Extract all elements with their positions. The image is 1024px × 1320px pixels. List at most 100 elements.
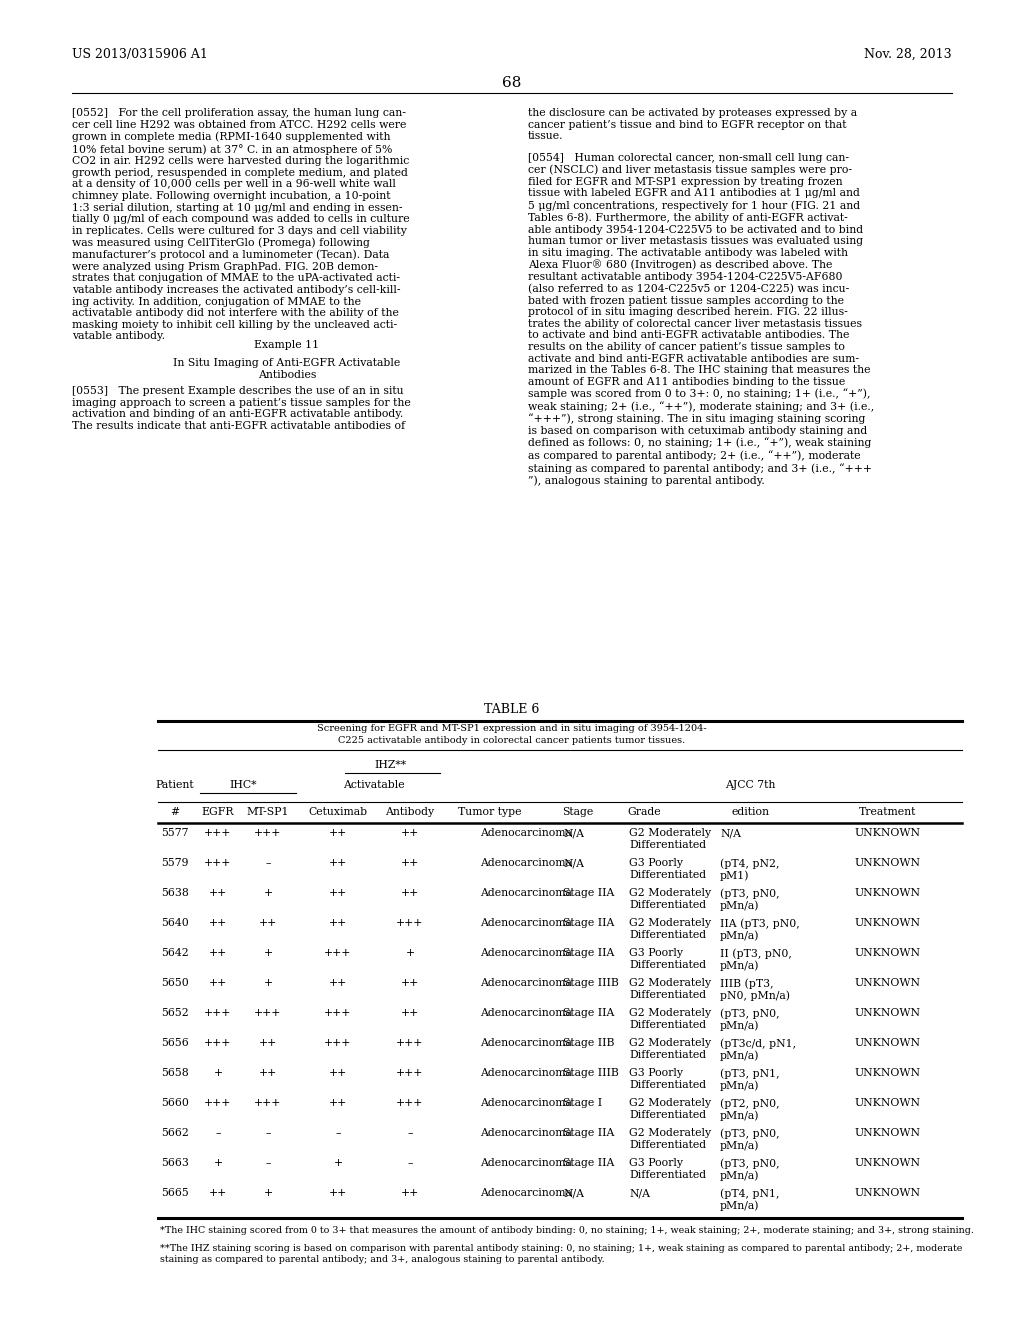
Text: Adenocarcinoma: Adenocarcinoma	[480, 1098, 571, 1107]
Text: +: +	[263, 888, 272, 898]
Text: Stage IIIB: Stage IIIB	[563, 1068, 618, 1078]
Text: +: +	[263, 948, 272, 958]
Text: Activatable: Activatable	[343, 780, 404, 789]
Text: ++: ++	[209, 888, 227, 898]
Text: UNKNOWN: UNKNOWN	[855, 1068, 921, 1078]
Text: EGFR: EGFR	[202, 807, 234, 817]
Text: 5660: 5660	[161, 1098, 189, 1107]
Text: (pT3, pN0,
pMn/a): (pT3, pN0, pMn/a)	[720, 1008, 779, 1031]
Text: Grade: Grade	[627, 807, 660, 817]
Text: +++: +++	[254, 1098, 282, 1107]
Text: N/A: N/A	[720, 828, 741, 838]
Text: IIIB (pT3,
pN0, pMn/a): IIIB (pT3, pN0, pMn/a)	[720, 978, 790, 1001]
Text: Stage IIA: Stage IIA	[563, 948, 614, 958]
Text: +++: +++	[205, 858, 231, 869]
Text: G3 Poorly
Differentiated: G3 Poorly Differentiated	[629, 948, 707, 970]
Text: Adenocarcinoma: Adenocarcinoma	[480, 1188, 571, 1199]
Text: Adenocarcinoma: Adenocarcinoma	[480, 1038, 571, 1048]
Text: +++: +++	[205, 828, 231, 838]
Text: 68: 68	[503, 77, 521, 90]
Text: edition: edition	[731, 807, 769, 817]
Text: Adenocarcinoma: Adenocarcinoma	[480, 917, 571, 928]
Text: 5638: 5638	[161, 888, 189, 898]
Text: 5642: 5642	[161, 948, 188, 958]
Text: N/A: N/A	[563, 828, 584, 838]
Text: 5662: 5662	[161, 1129, 189, 1138]
Text: 5656: 5656	[161, 1038, 188, 1048]
Text: IHZ**: IHZ**	[374, 760, 407, 770]
Text: 5665: 5665	[161, 1188, 188, 1199]
Text: UNKNOWN: UNKNOWN	[855, 1038, 921, 1048]
Text: N/A: N/A	[563, 1188, 584, 1199]
Text: ++: ++	[329, 828, 347, 838]
Text: IIA (pT3, pN0,
pMn/a): IIA (pT3, pN0, pMn/a)	[720, 917, 800, 941]
Text: Adenocarcinoma: Adenocarcinoma	[480, 948, 571, 958]
Text: ++: ++	[400, 858, 419, 869]
Text: +: +	[406, 948, 415, 958]
Text: Tumor type: Tumor type	[459, 807, 522, 817]
Text: G2 Moderately
Differentiated: G2 Moderately Differentiated	[629, 978, 711, 999]
Text: ++: ++	[400, 978, 419, 987]
Text: +++: +++	[396, 917, 424, 928]
Text: IHC*: IHC*	[229, 780, 257, 789]
Text: N/A: N/A	[629, 1188, 650, 1199]
Text: (pT3, pN0,
pMn/a): (pT3, pN0, pMn/a)	[720, 1129, 779, 1151]
Text: ++: ++	[329, 1068, 347, 1078]
Text: UNKNOWN: UNKNOWN	[855, 978, 921, 987]
Text: G2 Moderately
Differentiated: G2 Moderately Differentiated	[629, 1129, 711, 1150]
Text: +++: +++	[254, 1008, 282, 1018]
Text: staining as compared to parental antibody; and 3+, analogous staining to parenta: staining as compared to parental antibod…	[160, 1255, 604, 1265]
Text: Adenocarcinoma: Adenocarcinoma	[480, 888, 571, 898]
Text: Stage IIA: Stage IIA	[563, 1158, 614, 1168]
Text: –: –	[408, 1158, 413, 1168]
Text: Adenocarcinoma: Adenocarcinoma	[480, 1008, 571, 1018]
Text: G3 Poorly
Differentiated: G3 Poorly Differentiated	[629, 1068, 707, 1089]
Text: G3 Poorly
Differentiated: G3 Poorly Differentiated	[629, 858, 707, 879]
Text: ++: ++	[209, 978, 227, 987]
Text: UNKNOWN: UNKNOWN	[855, 1098, 921, 1107]
Text: (pT3c/d, pN1,
pMn/a): (pT3c/d, pN1, pMn/a)	[720, 1038, 796, 1061]
Text: –: –	[265, 858, 270, 869]
Text: **The IHZ staining scoring is based on comparison with parental antibody stainin: **The IHZ staining scoring is based on c…	[160, 1243, 963, 1253]
Text: (pT4, pN1,
pMn/a): (pT4, pN1, pMn/a)	[720, 1188, 779, 1210]
Text: +: +	[213, 1158, 222, 1168]
Text: ++: ++	[400, 888, 419, 898]
Text: +: +	[334, 1158, 343, 1168]
Text: –: –	[265, 1129, 270, 1138]
Text: Stage I: Stage I	[563, 1098, 602, 1107]
Text: UNKNOWN: UNKNOWN	[855, 917, 921, 928]
Text: (pT3, pN0,
pMn/a): (pT3, pN0, pMn/a)	[720, 1158, 779, 1181]
Text: Antibody: Antibody	[385, 807, 434, 817]
Text: Cetuximab: Cetuximab	[308, 807, 368, 817]
Text: Stage IIIB: Stage IIIB	[563, 978, 618, 987]
Text: Treatment: Treatment	[859, 807, 916, 817]
Text: C225 activatable antibody in colorectal cancer patients tumor tissues.: C225 activatable antibody in colorectal …	[338, 737, 686, 744]
Text: ++: ++	[329, 1098, 347, 1107]
Text: +++: +++	[325, 948, 351, 958]
Text: ++: ++	[329, 1188, 347, 1199]
Text: –: –	[335, 1129, 341, 1138]
Text: UNKNOWN: UNKNOWN	[855, 948, 921, 958]
Text: ++: ++	[209, 1188, 227, 1199]
Text: 5663: 5663	[161, 1158, 189, 1168]
Text: Stage: Stage	[562, 807, 594, 817]
Text: In Situ Imaging of Anti-EGFR Activatable
Antibodies: In Situ Imaging of Anti-EGFR Activatable…	[173, 358, 400, 380]
Text: (pT2, pN0,
pMn/a): (pT2, pN0, pMn/a)	[720, 1098, 779, 1121]
Text: G2 Moderately
Differentiated: G2 Moderately Differentiated	[629, 1098, 711, 1119]
Text: Example 11: Example 11	[254, 341, 319, 350]
Text: TABLE 6: TABLE 6	[484, 704, 540, 715]
Text: 5650: 5650	[161, 978, 188, 987]
Text: ++: ++	[400, 1008, 419, 1018]
Text: the disclosure can be activated by proteases expressed by a
cancer patient’s tis: the disclosure can be activated by prote…	[528, 108, 857, 141]
Text: Adenocarcinoma: Adenocarcinoma	[480, 858, 571, 869]
Text: +++: +++	[325, 1008, 351, 1018]
Text: AJCC 7th: AJCC 7th	[725, 780, 775, 789]
Text: UNKNOWN: UNKNOWN	[855, 1129, 921, 1138]
Text: +++: +++	[396, 1098, 424, 1107]
Text: [0554]   Human colorectal cancer, non-small cell lung can-
cer (NSCLC) and liver: [0554] Human colorectal cancer, non-smal…	[528, 153, 874, 486]
Text: ++: ++	[259, 1068, 278, 1078]
Text: (pT3, pN1,
pMn/a): (pT3, pN1, pMn/a)	[720, 1068, 779, 1090]
Text: Stage IIA: Stage IIA	[563, 917, 614, 928]
Text: –: –	[265, 1158, 270, 1168]
Text: ++: ++	[329, 858, 347, 869]
